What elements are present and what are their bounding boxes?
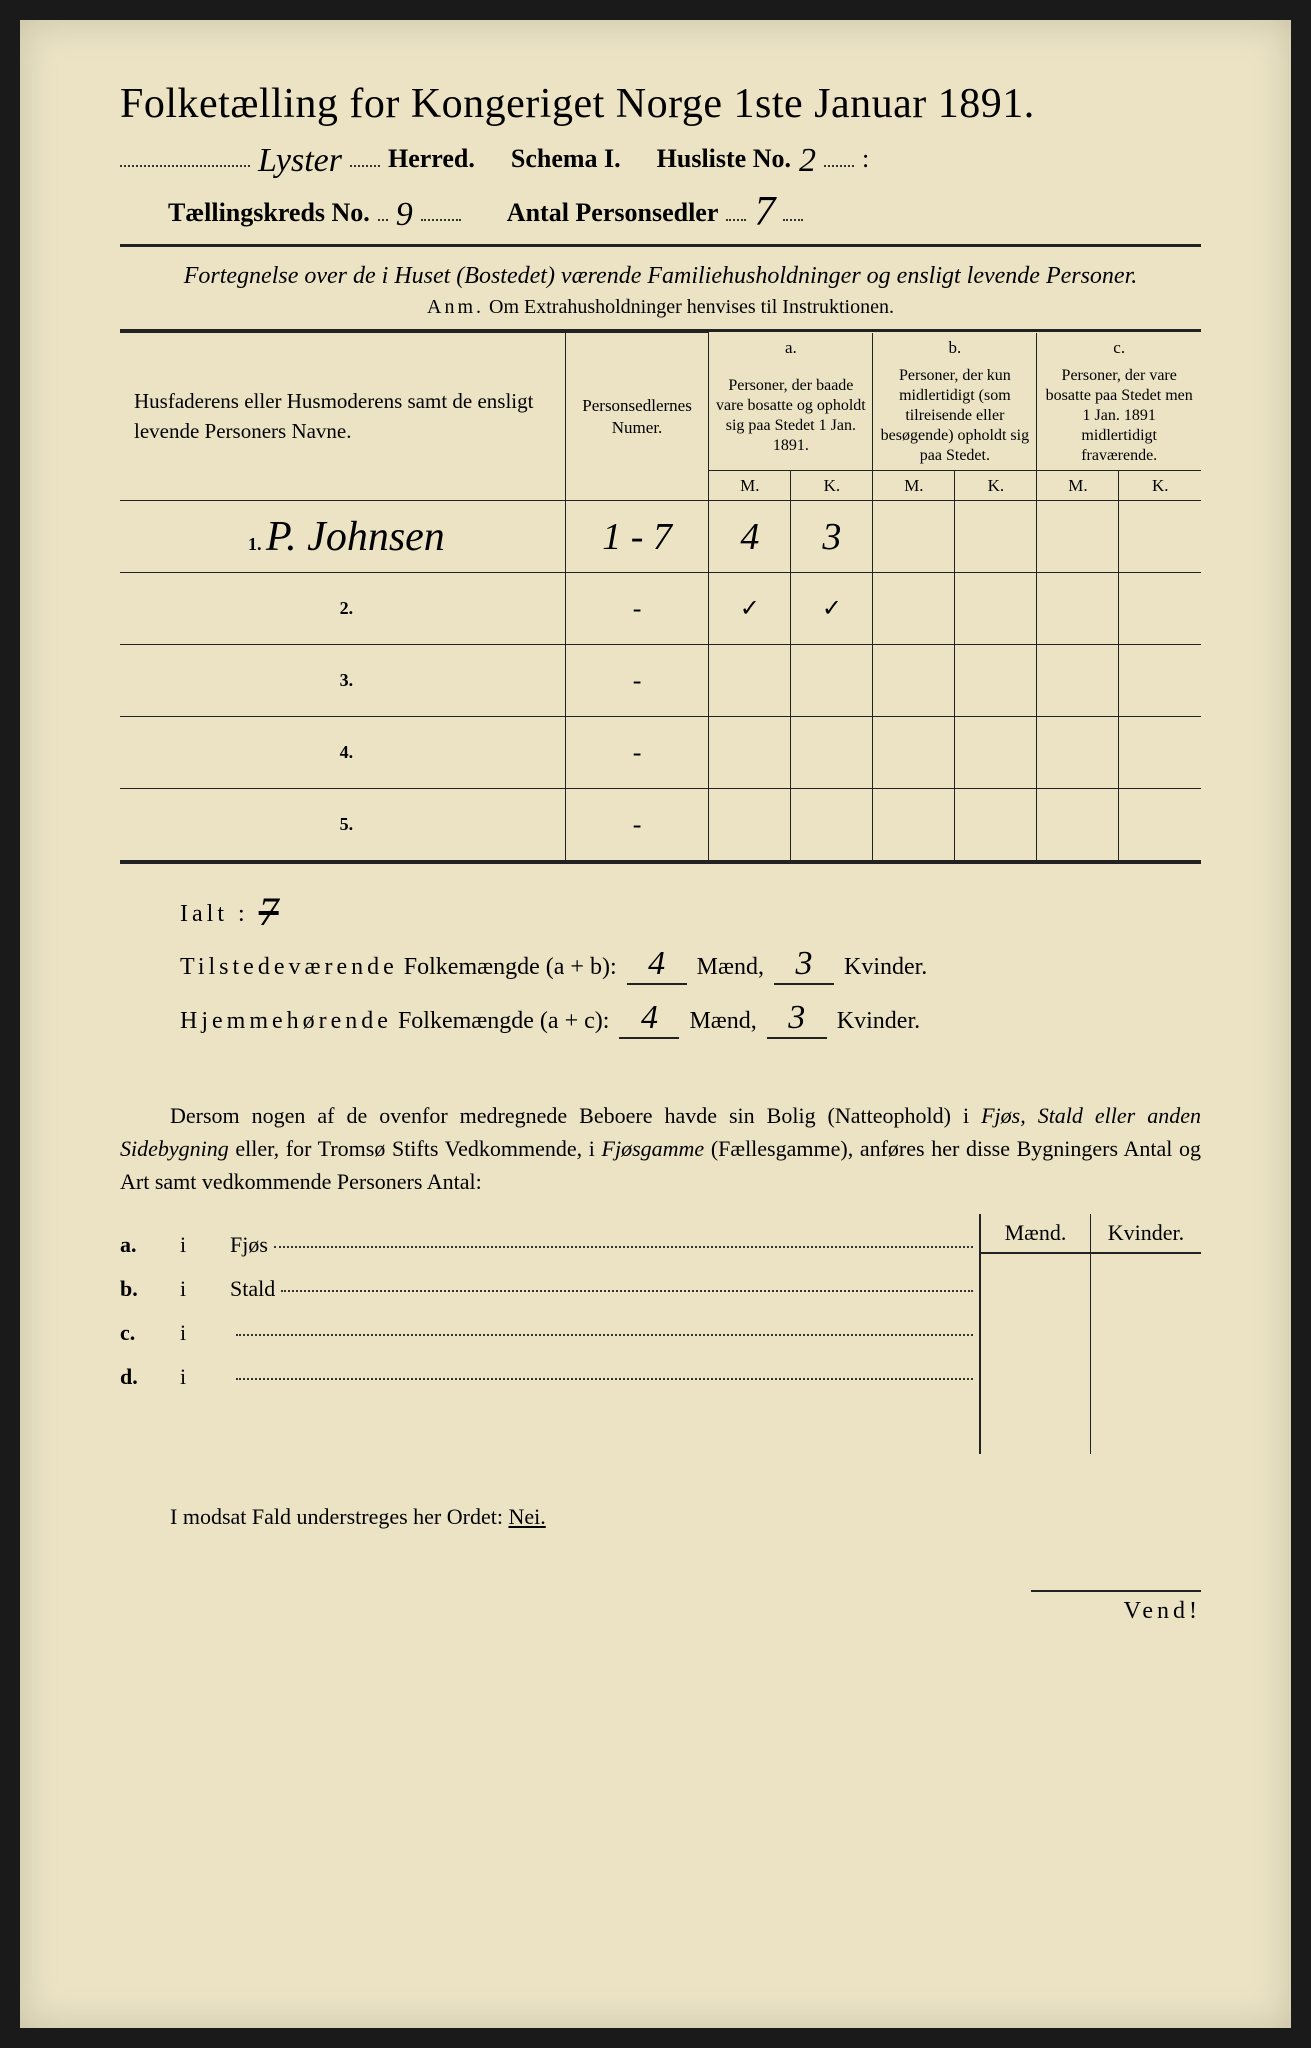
cell-am: ✓ [740, 596, 760, 622]
th-name: Husfaderens eller Husmoderens samt de en… [120, 333, 565, 501]
table-row: 4. - [120, 717, 1201, 789]
th-m: M. [873, 470, 955, 500]
dotted-leader [120, 165, 250, 167]
husliste-handwritten: 2 [799, 142, 816, 180]
cell-num: - [633, 738, 642, 767]
herred-label: Herred. [388, 144, 475, 174]
tilstede-k: 3 [774, 945, 834, 985]
cell-cm [1037, 501, 1119, 573]
hjemme-k: 3 [767, 999, 827, 1039]
list-item: a. i Fjøs [120, 1232, 979, 1258]
th-k: K. [791, 470, 873, 500]
tilstede-m: 4 [627, 945, 687, 985]
main-title: Folketælling for Kongeriget Norge 1ste J… [120, 80, 1201, 128]
name-handwritten: P. Johnsen [266, 514, 445, 560]
husliste-label: Husliste No. [657, 144, 791, 174]
list-item: d. i [120, 1364, 979, 1390]
cell-bm [873, 501, 955, 573]
dotted-leader [350, 165, 380, 167]
table-row: 2. - ✓ ✓ [120, 573, 1201, 645]
kvinder-label: Kvinder. [844, 954, 927, 981]
fortegnelse-heading: Fortegnelse over de i Huset (Bostedet) v… [120, 263, 1201, 290]
cell-ck [1119, 501, 1201, 573]
totals-section: Ialt : 7 Tilstedeværende Folkemængde (a … [120, 884, 1201, 1039]
modsat-line: I modsat Fald understreges her Ordet: Ne… [120, 1504, 1201, 1530]
cell-ak: 3 [822, 516, 841, 558]
kreds-label: Tællingskreds No. [168, 198, 370, 228]
cell-num: 1 - 7 [602, 516, 672, 558]
building-list: a. i Fjøs b. i Stald c. i d. i [120, 1214, 979, 1408]
schema-label: Schema I. [511, 144, 621, 174]
vend-label: Vend! [1031, 1590, 1201, 1625]
th-c: Personer, der vare bosatte paa Stedet me… [1037, 362, 1201, 471]
anm-text: Om Extrahusholdninger henvises til Instr… [489, 296, 894, 318]
header-row-1: Lyster Herred. Schema I. Husliste No. 2 … [120, 138, 1201, 176]
main-table: Husfaderens eller Husmoderens samt de en… [120, 332, 1201, 861]
header-row-2: Tællingskreds No. 9 Antal Personsedler 7 [120, 184, 1201, 232]
th-k: K. [955, 470, 1037, 500]
cell-num: - [633, 594, 642, 623]
row-num: 4. [332, 742, 354, 762]
maend-head: Mænd. [981, 1214, 1090, 1254]
maend-label: Mænd, [689, 1008, 756, 1035]
maend-label: Mænd, [697, 954, 764, 981]
anm-note: Anm. Om Extrahusholdninger henvises til … [120, 296, 1201, 319]
th-a-label: a. [709, 333, 873, 362]
tilstede-label: Tilstedeværende Folkemængde (a + b): [180, 954, 617, 981]
th-m: M. [709, 470, 791, 500]
kvinder-head: Kvinder. [1091, 1214, 1201, 1254]
side-building-section: a. i Fjøs b. i Stald c. i d. i [120, 1214, 1201, 1454]
anm-label: Anm. [427, 296, 484, 318]
mk-count-box: Mænd. Kvinder. [979, 1214, 1201, 1454]
cell-ak: ✓ [822, 596, 842, 622]
kvinder-label: Kvinder. [837, 1008, 920, 1035]
th-a: Personer, der baade vare bosatte og opho… [709, 362, 873, 471]
table-body: 1. P. Johnsen 1 - 7 4 3 2. - ✓ ✓ 3. [120, 501, 1201, 861]
table-bottom-rule [120, 861, 1201, 864]
row-num: 3. [332, 670, 354, 690]
cell-am: 4 [740, 516, 759, 558]
th-num: Personsedlernes Numer. [565, 333, 709, 501]
ialt-label: Ialt : [180, 901, 249, 928]
personsedler-label: Antal Personsedler [507, 198, 719, 228]
kreds-handwritten: 9 [396, 196, 413, 234]
th-m: M. [1037, 470, 1119, 500]
dotted-leader [824, 165, 854, 167]
table-row: 1. P. Johnsen 1 - 7 4 3 [120, 501, 1201, 573]
th-b: Personer, der kun midlertidigt (som tilr… [873, 362, 1037, 471]
census-form-page: Folketælling for Kongeriget Norge 1ste J… [20, 20, 1291, 2028]
table-row: 5. - [120, 789, 1201, 861]
row-num: 5. [332, 814, 354, 834]
list-item: b. i Stald [120, 1276, 979, 1302]
table-row: 3. - [120, 645, 1201, 717]
divider [120, 244, 1201, 247]
cell-num: - [633, 666, 642, 695]
th-c-label: c. [1037, 333, 1201, 362]
ialt-handwritten: 7 [259, 888, 279, 935]
cell-bk [955, 501, 1037, 573]
cell-num: - [633, 810, 642, 839]
row-num: 1. [240, 534, 262, 554]
row-num: 2. [332, 598, 354, 618]
personsedler-handwritten: 7 [754, 188, 775, 236]
list-item: c. i [120, 1320, 979, 1346]
hjemme-label: Hjemmehørende Folkemængde (a + c): [180, 1008, 609, 1035]
herred-handwritten: Lyster [258, 142, 342, 180]
dersom-paragraph: Dersom nogen af de ovenfor medregnede Be… [120, 1099, 1201, 1198]
th-k: K. [1119, 470, 1201, 500]
nei-underlined: Nei. [508, 1504, 545, 1529]
hjemme-m: 4 [619, 999, 679, 1039]
th-b-label: b. [873, 333, 1037, 362]
